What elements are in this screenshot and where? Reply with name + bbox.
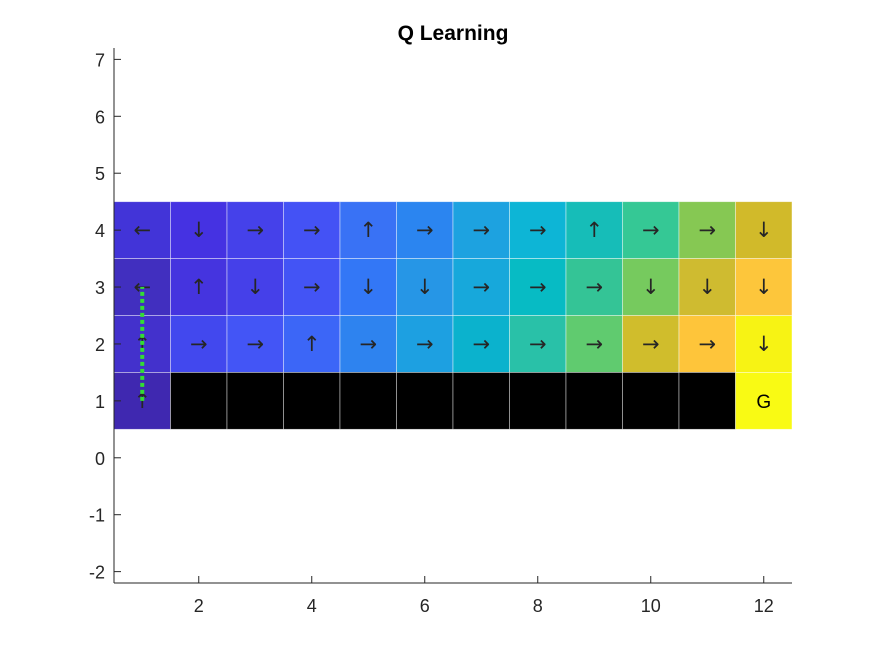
state-cell: [226, 315, 284, 373]
policy-arrow: →: [472, 332, 490, 356]
cell-labels: ← ↓ → → ↑ → → → ↑ → → ↓← ↑ ↓ → ↓ ↓ → → → ↓ ↓ ↓↑ → → ↑ → → → → → → → ↓↑ G: [133, 218, 772, 413]
policy-arrow: →: [190, 332, 208, 356]
policy-arrow: ↑: [303, 332, 321, 356]
state-cell: [509, 258, 567, 316]
state-cell: [735, 201, 793, 259]
policy-arrow: ↑: [585, 218, 603, 242]
policy-arrow: →: [529, 332, 547, 356]
state-cell: [283, 315, 341, 373]
chart-title: Q Learning: [398, 22, 509, 45]
state-cell: [339, 258, 397, 316]
state-cell: [170, 258, 228, 316]
policy-arrow: ↓: [755, 218, 773, 242]
policy-arrow: →: [359, 332, 377, 356]
state-cell: [396, 258, 454, 316]
y-tick-label: -1: [89, 506, 105, 526]
policy-arrow: →: [698, 332, 716, 356]
cliff-cell: [565, 372, 623, 430]
y-tick-label: -2: [89, 563, 105, 583]
state-cell: [283, 201, 341, 259]
y-tick-label: 4: [95, 221, 105, 241]
cliff-cell: [678, 372, 736, 430]
policy-arrow: ↓: [190, 218, 208, 242]
cliff-cell: [509, 372, 567, 430]
cliff-cell: [226, 372, 284, 430]
state-cell: [339, 315, 397, 373]
state-cell: [735, 258, 793, 316]
state-cell: [678, 315, 736, 373]
policy-arrow: →: [416, 218, 434, 242]
state-cell: [113, 201, 171, 259]
heatmap-cells: [113, 201, 793, 430]
state-cell: [678, 258, 736, 316]
cliff-cell: [452, 372, 510, 430]
y-tick-label: 5: [95, 164, 105, 184]
x-tick-label: 6: [420, 596, 430, 616]
policy-arrow: →: [585, 332, 603, 356]
state-cell: [622, 201, 680, 259]
policy-arrow: ↓: [416, 275, 434, 299]
policy-arrow: →: [246, 218, 264, 242]
y-tick-label: 1: [95, 392, 105, 412]
x-tick-label: 2: [194, 596, 204, 616]
state-cell: [283, 258, 341, 316]
policy-arrow: →: [472, 218, 490, 242]
cliff-cell: [622, 372, 680, 430]
state-cell: [735, 372, 793, 430]
state-cell: [170, 201, 228, 259]
state-cell: [452, 258, 510, 316]
state-cell: [735, 315, 793, 373]
y-tick-label: 3: [95, 278, 105, 298]
policy-arrow: →: [303, 275, 321, 299]
y-tick-label: 2: [95, 335, 105, 355]
policy-arrow: →: [585, 275, 603, 299]
policy-arrow: →: [246, 332, 264, 356]
policy-arrow: →: [303, 218, 321, 242]
policy-arrow: →: [642, 332, 660, 356]
policy-arrow: →: [416, 332, 434, 356]
policy-arrow: →: [529, 275, 547, 299]
policy-arrow: ↓: [642, 275, 660, 299]
policy-arrow: ↓: [359, 275, 377, 299]
cliff-cell: [339, 372, 397, 430]
policy-arrow: ↑: [190, 275, 208, 299]
policy-arrow: →: [698, 218, 716, 242]
y-tick-label: 0: [95, 449, 105, 469]
state-cell: [452, 315, 510, 373]
y-tick-label: 6: [95, 107, 105, 127]
x-tick-label: 8: [533, 596, 543, 616]
state-cell: [396, 201, 454, 259]
state-cell: [226, 201, 284, 259]
state-cell: [565, 258, 623, 316]
policy-arrow: ←: [133, 218, 151, 242]
policy-arrow: →: [472, 275, 490, 299]
x-tick-label: 10: [641, 596, 661, 616]
policy-arrow: ↓: [246, 275, 264, 299]
policy-arrow: ↓: [755, 275, 773, 299]
x-tick-label: 4: [307, 596, 317, 616]
policy-arrow: →: [529, 218, 547, 242]
goal-label: G: [756, 392, 771, 413]
y-tick-label: 7: [95, 50, 105, 70]
state-cell: [509, 201, 567, 259]
state-cell: [622, 258, 680, 316]
cliff-cell: [283, 372, 341, 430]
x-tick-label: 12: [754, 596, 774, 616]
policy-arrow: →: [642, 218, 660, 242]
policy-arrow: ↓: [698, 275, 716, 299]
cliff-cell: [396, 372, 454, 430]
policy-arrow: ↓: [755, 332, 773, 356]
policy-arrow: ↑: [359, 218, 377, 242]
cliff-cell: [170, 372, 228, 430]
